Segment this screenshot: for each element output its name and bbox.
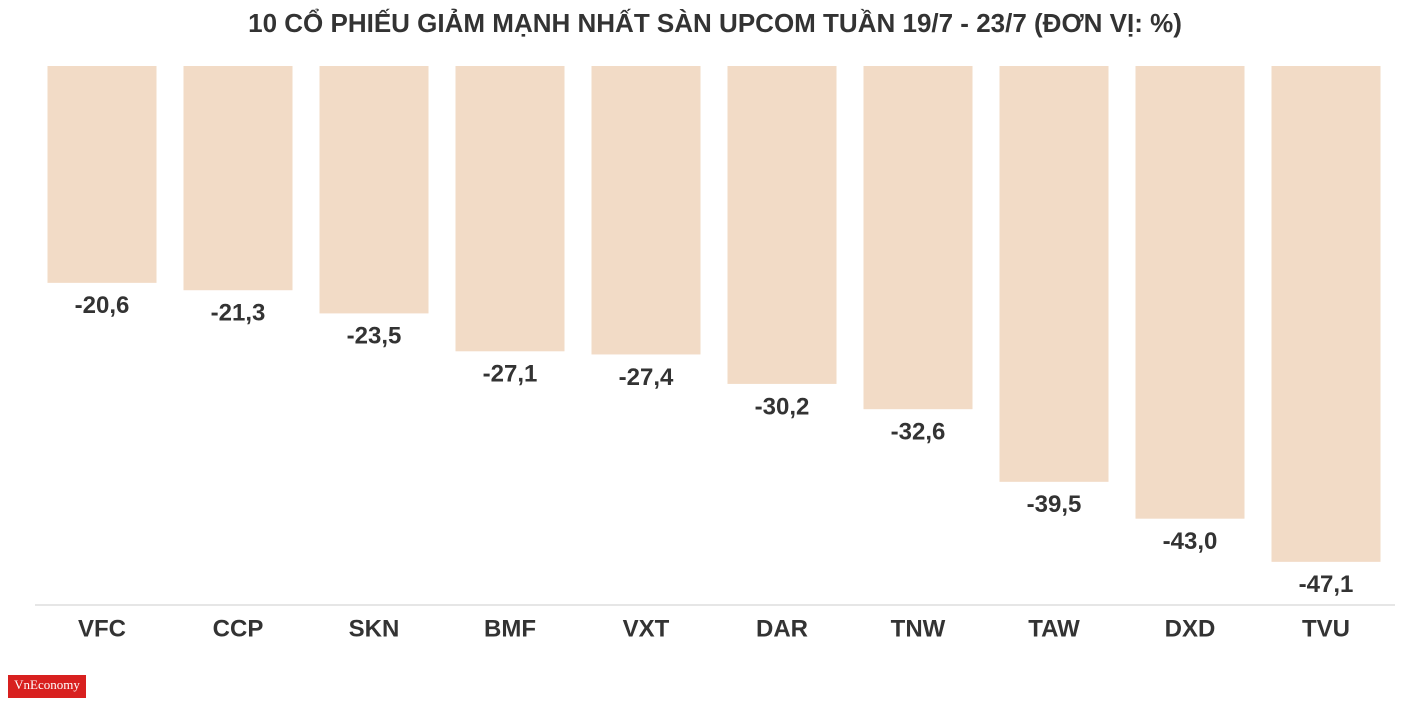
x-tick-label: DAR xyxy=(756,615,808,642)
x-tick-label: VXT xyxy=(623,615,670,642)
x-tick-label: TVU xyxy=(1302,615,1350,642)
bar xyxy=(47,66,157,283)
bar xyxy=(183,66,293,291)
x-tick-label: TNW xyxy=(891,615,946,642)
bar xyxy=(999,66,1109,482)
bar xyxy=(863,66,973,410)
bar xyxy=(727,66,837,384)
value-label: -39,5 xyxy=(1027,491,1082,518)
value-label: -23,5 xyxy=(347,323,402,350)
value-label: -47,1 xyxy=(1299,571,1354,598)
value-label: -27,1 xyxy=(483,361,538,388)
value-label: -20,6 xyxy=(75,292,130,319)
logo-box xyxy=(8,675,86,698)
value-label: -27,4 xyxy=(619,364,674,391)
value-label: -32,6 xyxy=(891,419,946,446)
x-tick-label: CCP xyxy=(213,615,264,642)
bar xyxy=(591,66,701,355)
bar xyxy=(319,66,429,314)
x-tick-label: BMF xyxy=(484,615,536,642)
chart-title: 10 CỔ PHIẾU GIẢM MẠNH NHẤT SÀN UPCOM TUẦ… xyxy=(248,8,1182,38)
bar xyxy=(1271,66,1381,562)
bar xyxy=(455,66,565,352)
x-tick-label: DXD xyxy=(1165,615,1216,642)
x-tick-label: VFC xyxy=(78,615,126,642)
value-label: -30,2 xyxy=(755,393,810,420)
value-label: -43,0 xyxy=(1163,528,1218,555)
logo: VnEconomy xyxy=(14,677,80,692)
value-label: -21,3 xyxy=(211,300,266,327)
bar xyxy=(1135,66,1245,519)
x-tick-label: TAW xyxy=(1028,615,1080,642)
x-tick-label: SKN xyxy=(349,615,400,642)
